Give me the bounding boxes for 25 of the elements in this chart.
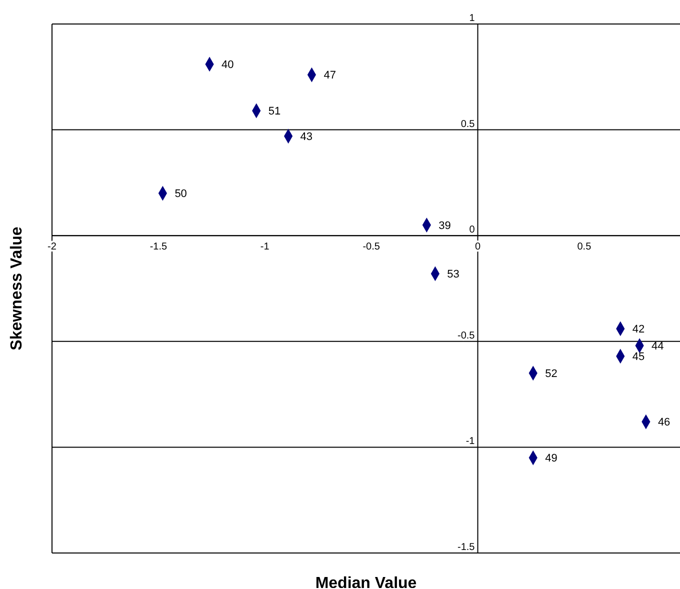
x-tick-label: -1.5 [150, 242, 168, 253]
x-tick-label: -0.5 [362, 242, 380, 253]
annotation: 46 [658, 416, 670, 429]
annotation: 47 [324, 70, 336, 82]
y-tick-label: -1 [466, 436, 476, 448]
annotation: 49 [545, 452, 558, 465]
annotation: 43 [300, 131, 313, 144]
annotation: 44 [652, 340, 664, 353]
annotation: 40 [222, 59, 234, 72]
annotation: 51 [268, 106, 281, 118]
annotation: 52 [545, 368, 558, 380]
x-axis-title: Median Value [315, 575, 417, 589]
annotation: 39 [438, 220, 451, 232]
y-tick-label: 1 [469, 13, 476, 24]
annotation: 53 [447, 268, 460, 281]
x-tick-label: 0.5 [577, 242, 592, 253]
annotation: 45 [632, 351, 645, 364]
annotation: 50 [174, 188, 187, 200]
y-axis-title: Skewness Value [8, 226, 26, 350]
y-tick-label: -0.5 [458, 330, 476, 342]
y-tick-label: -1.5 [458, 542, 476, 553]
x-tick-label: -1 [260, 242, 270, 253]
y-tick-label: 0.5 [460, 118, 476, 130]
y-tick-label: 0 [469, 224, 476, 236]
annotation: 42 [632, 324, 645, 336]
